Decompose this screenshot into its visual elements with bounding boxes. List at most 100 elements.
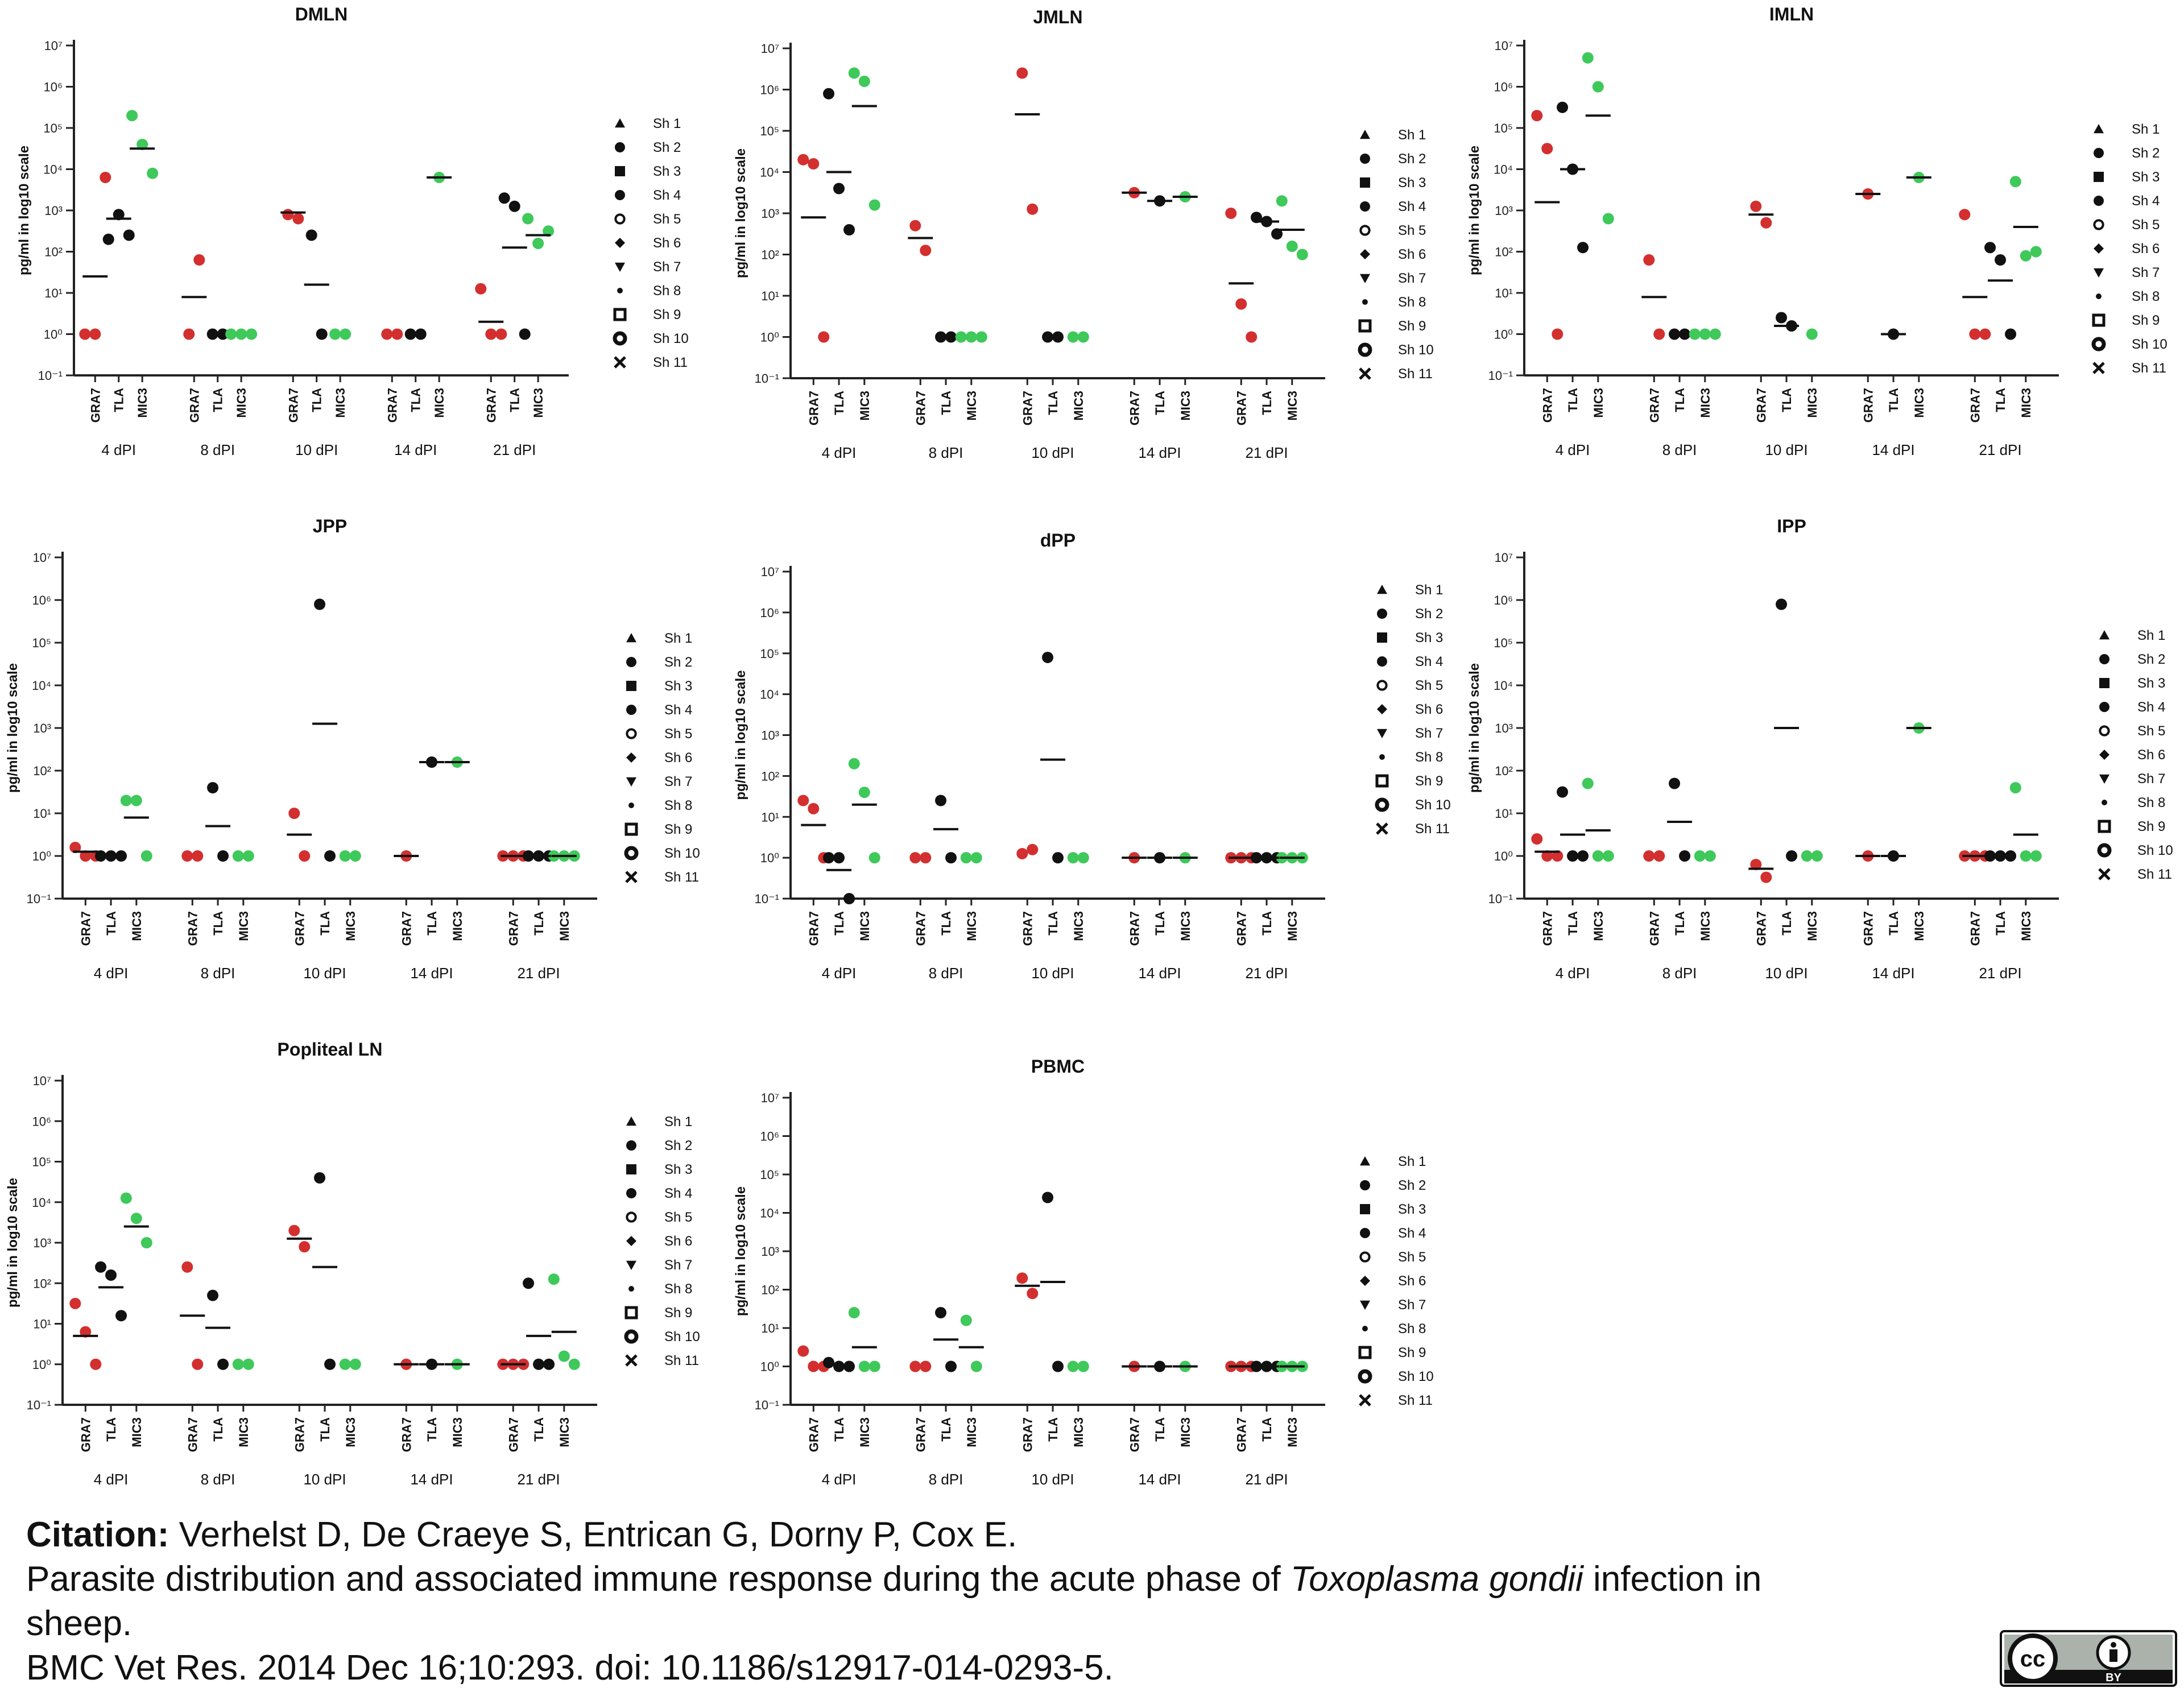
x-tick-label: TLA	[1673, 911, 1687, 936]
data-point	[242, 1358, 254, 1370]
y-tick-label: 10⁰	[44, 328, 63, 342]
y-tick-label: 10⁷	[761, 565, 779, 579]
data-point	[868, 852, 880, 864]
y-tick-label: 10⁻¹	[27, 892, 51, 906]
legend-label: Sh 2	[2137, 652, 2165, 667]
data-point	[945, 331, 957, 343]
legend: Sh 1 Sh 2 Sh 3 Sh 4 Sh 5 Sh 6 Sh 7 Sh 8 Sh 9 Sh 1…	[624, 631, 700, 885]
data-point	[858, 787, 870, 799]
x-tick-label: GRA7	[1020, 391, 1035, 425]
y-tick-label: 10⁴	[1494, 679, 1513, 693]
data-point	[818, 331, 830, 343]
legend-marker	[2093, 219, 2104, 230]
data-point	[1042, 1192, 1054, 1203]
data-point	[115, 1310, 127, 1322]
data-point	[970, 1360, 982, 1372]
y-tick-label: 10⁵	[760, 124, 779, 138]
data-point	[1552, 850, 1563, 862]
data-point	[242, 850, 254, 862]
x-tick-label: GRA7	[385, 388, 399, 423]
legend-marker	[2098, 868, 2111, 880]
data-point	[1052, 331, 1064, 343]
data-point	[100, 172, 111, 183]
data-point	[1806, 328, 1818, 340]
data-point	[1296, 249, 1308, 260]
x-tick-label: TLA	[1566, 911, 1580, 936]
figure-panels: DMLN 10⁻¹ 10⁰ 10¹ 10² 10³ 10⁴ 10⁵ 10⁶ 10⁷ pg/ml in…	[5, 4, 2173, 1488]
x-tick-label: TLA	[1153, 391, 1167, 415]
legend-marker	[624, 1306, 638, 1319]
legend-label: Sh 5	[664, 1210, 692, 1225]
legend-label: Sh 6	[664, 750, 692, 766]
data-point	[1776, 312, 1788, 324]
data-point	[329, 328, 341, 340]
data-point	[140, 1237, 152, 1248]
data-point	[1669, 777, 1681, 789]
data-point	[2009, 176, 2021, 188]
data-point	[920, 245, 932, 257]
x-tick-label: GRA7	[1020, 911, 1035, 946]
y-tick-label: 10⁵	[32, 1155, 51, 1169]
y-tick-label: 10⁷	[1495, 39, 1513, 53]
data-point	[1531, 833, 1543, 845]
legend-label: Sh 8	[653, 283, 681, 299]
creative-commons-by-icon[interactable]: cc BY	[2000, 1630, 2177, 1687]
legend-marker	[2096, 293, 2102, 299]
x-tick-label: MIC3	[1805, 911, 1819, 941]
data-point	[945, 852, 957, 864]
legend-label: Sh 3	[2132, 169, 2160, 185]
data-point	[532, 238, 544, 249]
data-point	[79, 328, 91, 340]
data-point	[843, 893, 855, 904]
y-tick-label: 10²	[33, 1276, 51, 1290]
data-point	[909, 1360, 921, 1372]
legend-label: Sh 4	[1398, 1226, 1426, 1241]
x-tick-label: MIC3	[557, 911, 572, 941]
legend-marker	[615, 190, 625, 200]
y-tick-label: 10²	[1495, 764, 1513, 778]
y-tick-label: 10⁻¹	[755, 892, 779, 906]
legend-label: Sh 10	[653, 331, 689, 346]
legend-label: Sh 7	[1398, 271, 1426, 286]
y-tick-label: 10⁶	[43, 80, 63, 94]
x-group-label: 8 dPI	[201, 965, 235, 982]
data-point	[404, 328, 416, 340]
y-tick-label: 10⁵	[32, 636, 51, 650]
data-point	[1811, 850, 1823, 862]
legend-label: Sh 4	[653, 188, 681, 203]
data-point	[1679, 328, 1691, 340]
x-group-label: 4 dPI	[822, 444, 857, 461]
data-point	[1643, 254, 1655, 266]
data-point	[95, 850, 107, 862]
data-point	[909, 852, 921, 864]
legend-label: Sh 11	[664, 870, 699, 885]
x-group-label: 8 dPI	[200, 441, 235, 458]
y-tick-label: 10⁵	[760, 647, 779, 661]
x-tick-label: GRA7	[913, 911, 928, 946]
y-tick-label: 10⁵	[760, 1168, 779, 1182]
legend-label: Sh 2	[653, 140, 681, 155]
data-point	[935, 795, 947, 806]
legend-marker	[1358, 319, 1372, 333]
data-point	[136, 139, 148, 150]
data-point	[1042, 331, 1054, 343]
data-point	[1969, 328, 1981, 340]
legend-label: Sh 11	[1415, 821, 1450, 837]
legend-marker	[1360, 201, 1370, 212]
legend-marker	[2102, 800, 2107, 805]
data-point	[1577, 242, 1589, 254]
legend-label: Sh 5	[1415, 678, 1443, 693]
x-tick-label: TLA	[1887, 388, 1901, 412]
y-tick-label: 10⁷	[33, 551, 51, 565]
x-tick-label: MIC3	[1912, 911, 1926, 941]
y-tick-label: 10¹	[761, 1321, 779, 1335]
data-point	[1541, 850, 1553, 862]
x-tick-label: GRA7	[187, 388, 201, 423]
legend-label: Sh 8	[1398, 1321, 1426, 1337]
legend-marker	[1360, 177, 1370, 188]
x-tick-label: TLA	[425, 911, 439, 936]
x-group-label: 10 dPI	[1031, 1471, 1074, 1488]
x-tick-label: TLA	[832, 1417, 846, 1442]
legend-marker	[1377, 656, 1387, 667]
legend-label: Sh 5	[664, 726, 692, 742]
